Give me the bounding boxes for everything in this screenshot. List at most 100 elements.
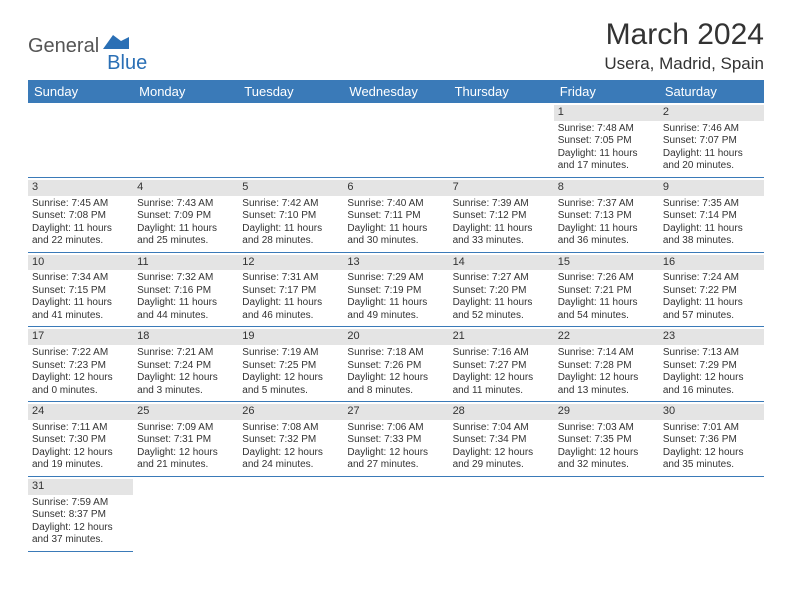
cell-line: Sunrise: 7:21 AM — [137, 347, 234, 360]
calendar-cell — [554, 476, 659, 551]
cell-line: Sunrise: 7:18 AM — [347, 347, 444, 360]
cell-line: Sunrise: 7:11 AM — [32, 422, 129, 435]
calendar-cell — [133, 476, 238, 551]
cell-line: Daylight: 12 hours — [558, 372, 655, 385]
cell-line: Sunrise: 7:39 AM — [453, 198, 550, 211]
calendar-row: 31Sunrise: 7:59 AMSunset: 8:37 PMDayligh… — [28, 476, 764, 551]
calendar-cell: 28Sunrise: 7:04 AMSunset: 7:34 PMDayligh… — [449, 402, 554, 477]
cell-line: and 52 minutes. — [453, 310, 550, 323]
cell-line: and 49 minutes. — [347, 310, 444, 323]
cell-line: Daylight: 12 hours — [453, 447, 550, 460]
day-number: 21 — [449, 329, 554, 345]
cell-line: and 57 minutes. — [663, 310, 760, 323]
day-number: 10 — [28, 255, 133, 271]
weekday-header: Thursday — [449, 80, 554, 103]
calendar-cell: 25Sunrise: 7:09 AMSunset: 7:31 PMDayligh… — [133, 402, 238, 477]
day-number: 30 — [659, 404, 764, 420]
calendar-cell: 1Sunrise: 7:48 AMSunset: 7:05 PMDaylight… — [554, 103, 659, 177]
cell-line: Sunset: 7:21 PM — [558, 285, 655, 298]
day-number: 11 — [133, 255, 238, 271]
cell-line: Daylight: 11 hours — [32, 297, 129, 310]
day-number: 22 — [554, 329, 659, 345]
cell-line: Sunset: 7:16 PM — [137, 285, 234, 298]
logo-text-blue: Blue — [107, 52, 147, 75]
cell-line: Sunset: 7:36 PM — [663, 434, 760, 447]
cell-line: Sunset: 8:37 PM — [32, 509, 129, 522]
cell-line: Sunrise: 7:26 AM — [558, 272, 655, 285]
cell-line: Sunset: 7:26 PM — [347, 360, 444, 373]
calendar-cell: 7Sunrise: 7:39 AMSunset: 7:12 PMDaylight… — [449, 177, 554, 252]
weekday-header: Friday — [554, 80, 659, 103]
day-number: 16 — [659, 255, 764, 271]
cell-line: and 29 minutes. — [453, 459, 550, 472]
calendar-cell: 15Sunrise: 7:26 AMSunset: 7:21 PMDayligh… — [554, 252, 659, 327]
weekday-header-row: SundayMondayTuesdayWednesdayThursdayFrid… — [28, 80, 764, 103]
calendar-cell: 21Sunrise: 7:16 AMSunset: 7:27 PMDayligh… — [449, 327, 554, 402]
cell-line: Sunrise: 7:29 AM — [347, 272, 444, 285]
cell-line: Sunrise: 7:31 AM — [242, 272, 339, 285]
calendar-cell: 31Sunrise: 7:59 AMSunset: 8:37 PMDayligh… — [28, 476, 133, 551]
cell-line: and 21 minutes. — [137, 459, 234, 472]
cell-line: and 3 minutes. — [137, 385, 234, 398]
cell-line: Sunset: 7:30 PM — [32, 434, 129, 447]
calendar-cell: 30Sunrise: 7:01 AMSunset: 7:36 PMDayligh… — [659, 402, 764, 477]
calendar-cell — [133, 103, 238, 177]
calendar-cell: 8Sunrise: 7:37 AMSunset: 7:13 PMDaylight… — [554, 177, 659, 252]
cell-line: and 38 minutes. — [663, 235, 760, 248]
cell-line: Daylight: 11 hours — [32, 223, 129, 236]
cell-line: Sunset: 7:08 PM — [32, 210, 129, 223]
cell-line: Sunrise: 7:03 AM — [558, 422, 655, 435]
cell-line: and 0 minutes. — [32, 385, 129, 398]
cell-line: Sunset: 7:10 PM — [242, 210, 339, 223]
cell-line: and 54 minutes. — [558, 310, 655, 323]
calendar-cell: 14Sunrise: 7:27 AMSunset: 7:20 PMDayligh… — [449, 252, 554, 327]
cell-line: Daylight: 12 hours — [347, 447, 444, 460]
calendar-cell: 16Sunrise: 7:24 AMSunset: 7:22 PMDayligh… — [659, 252, 764, 327]
day-number: 2 — [659, 105, 764, 121]
cell-line: Sunset: 7:23 PM — [32, 360, 129, 373]
cell-line: Sunset: 7:32 PM — [242, 434, 339, 447]
cell-line: Daylight: 12 hours — [137, 372, 234, 385]
cell-line: Sunset: 7:33 PM — [347, 434, 444, 447]
day-number: 24 — [28, 404, 133, 420]
cell-line: Daylight: 11 hours — [663, 297, 760, 310]
location-text: Usera, Madrid, Spain — [604, 54, 764, 74]
cell-line: Sunrise: 7:24 AM — [663, 272, 760, 285]
title-block: March 2024 Usera, Madrid, Spain — [604, 18, 764, 74]
calendar-cell: 26Sunrise: 7:08 AMSunset: 7:32 PMDayligh… — [238, 402, 343, 477]
day-number: 29 — [554, 404, 659, 420]
cell-line: Sunset: 7:35 PM — [558, 434, 655, 447]
cell-line: Sunrise: 7:40 AM — [347, 198, 444, 211]
cell-line: Daylight: 11 hours — [347, 223, 444, 236]
day-number: 20 — [343, 329, 448, 345]
cell-line: Sunrise: 7:35 AM — [663, 198, 760, 211]
cell-line: Daylight: 12 hours — [242, 447, 339, 460]
page-header: General Blue March 2024 Usera, Madrid, S… — [28, 18, 764, 74]
cell-line: Sunrise: 7:06 AM — [347, 422, 444, 435]
cell-line: Sunset: 7:11 PM — [347, 210, 444, 223]
cell-line: and 46 minutes. — [242, 310, 339, 323]
day-number: 1 — [554, 105, 659, 121]
cell-line: and 32 minutes. — [558, 459, 655, 472]
calendar-cell: 23Sunrise: 7:13 AMSunset: 7:29 PMDayligh… — [659, 327, 764, 402]
calendar-cell: 6Sunrise: 7:40 AMSunset: 7:11 PMDaylight… — [343, 177, 448, 252]
cell-line: Sunset: 7:20 PM — [453, 285, 550, 298]
cell-line: Sunset: 7:09 PM — [137, 210, 234, 223]
calendar-cell: 18Sunrise: 7:21 AMSunset: 7:24 PMDayligh… — [133, 327, 238, 402]
cell-line: and 33 minutes. — [453, 235, 550, 248]
calendar-cell — [343, 103, 448, 177]
cell-line: Sunrise: 7:16 AM — [453, 347, 550, 360]
day-number: 25 — [133, 404, 238, 420]
calendar-table: SundayMondayTuesdayWednesdayThursdayFrid… — [28, 80, 764, 552]
cell-line: Sunrise: 7:34 AM — [32, 272, 129, 285]
day-number: 14 — [449, 255, 554, 271]
day-number: 3 — [28, 180, 133, 196]
calendar-cell — [238, 103, 343, 177]
weekday-header: Sunday — [28, 80, 133, 103]
calendar-cell: 19Sunrise: 7:19 AMSunset: 7:25 PMDayligh… — [238, 327, 343, 402]
cell-line: Daylight: 11 hours — [347, 297, 444, 310]
cell-line: Sunset: 7:07 PM — [663, 135, 760, 148]
cell-line: and 35 minutes. — [663, 459, 760, 472]
cell-line: Daylight: 12 hours — [663, 447, 760, 460]
cell-line: Sunset: 7:15 PM — [32, 285, 129, 298]
